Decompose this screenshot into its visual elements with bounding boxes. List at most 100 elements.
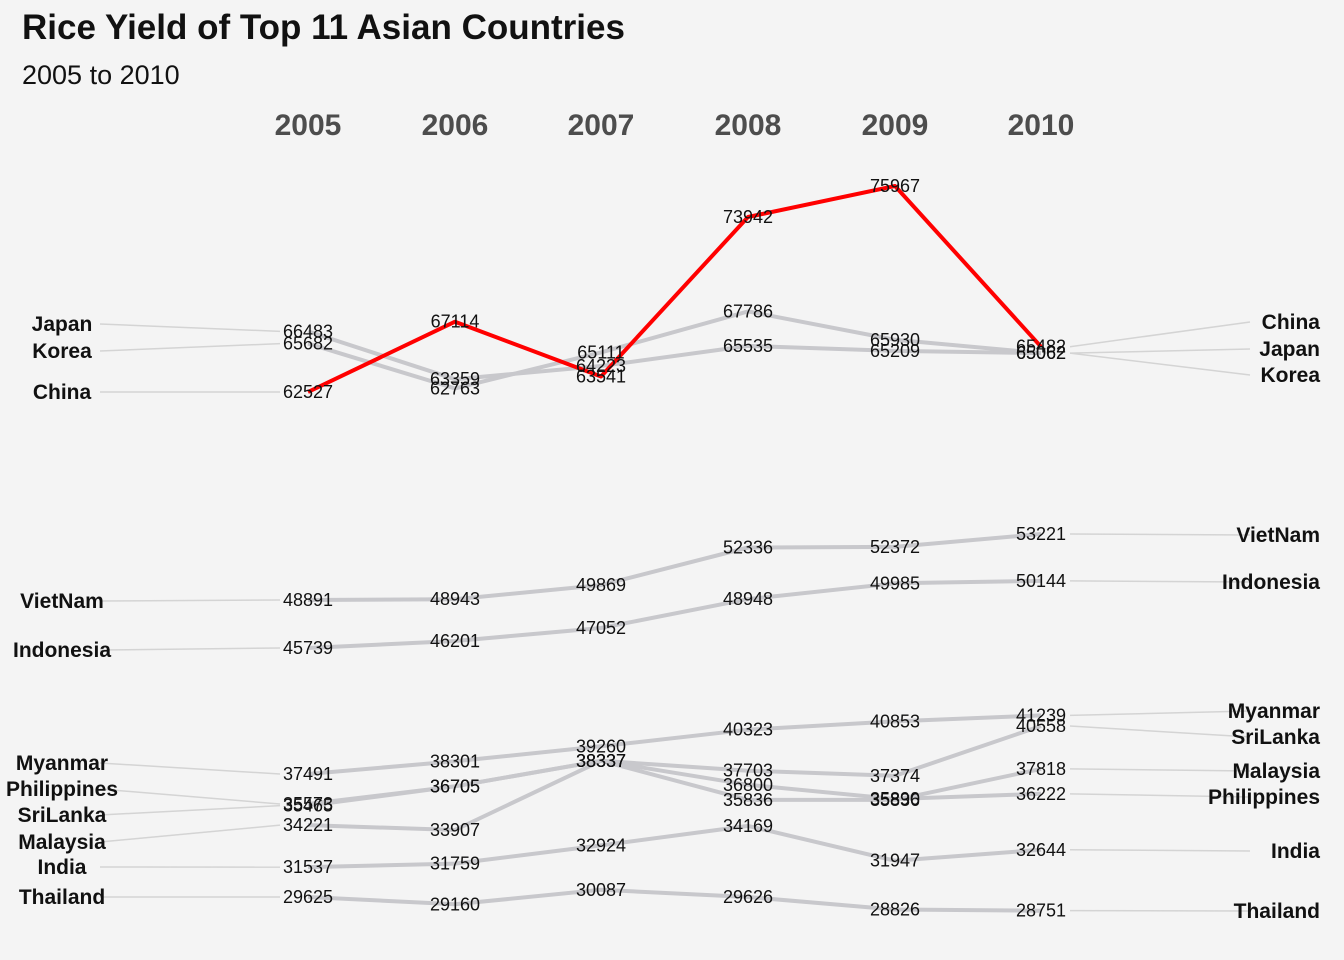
value-label-thailand-2008: 29626 xyxy=(723,887,773,907)
value-label-philippines-2006: 36705 xyxy=(430,776,480,796)
value-label-indonesia-2008: 48948 xyxy=(723,589,773,609)
right-connector-india xyxy=(1069,849,1251,852)
value-label-myanmar-2010: 41239 xyxy=(1016,705,1066,725)
year-header-2009: 2009 xyxy=(862,109,929,142)
left-label-indonesia: Indonesia xyxy=(13,639,111,662)
value-label-myanmar-2009: 40853 xyxy=(870,711,920,731)
value-label-vietnam-2007: 49869 xyxy=(576,575,626,595)
value-label-korea-2007: 65111 xyxy=(577,342,624,362)
left-label-philippines: Philippines xyxy=(6,778,118,801)
value-label-myanmar-2007: 39260 xyxy=(576,736,626,756)
highlight-series-line xyxy=(307,184,1043,394)
value-label-indonesia-2009: 49985 xyxy=(870,573,920,593)
left-connector-vietnam xyxy=(99,599,281,602)
right-connector-japan xyxy=(1069,348,1251,354)
value-label-india-2006: 31759 xyxy=(430,854,480,874)
value-label-india-2010: 32644 xyxy=(1016,840,1066,860)
value-label-korea-2009: 65930 xyxy=(870,330,920,350)
value-label-vietnam-2010: 53221 xyxy=(1016,524,1066,544)
value-label-thailand-2010: 28751 xyxy=(1016,901,1066,921)
left-label-myanmar: Myanmar xyxy=(16,752,108,775)
value-label-indonesia-2005: 45739 xyxy=(283,638,333,658)
left-label-korea: Korea xyxy=(32,340,92,363)
left-connector-philippines xyxy=(99,788,281,805)
value-label-india-2005: 31537 xyxy=(283,857,333,877)
value-label-philippines-2008: 36800 xyxy=(723,775,773,795)
value-label-japan-2009: 65209 xyxy=(870,341,920,361)
right-label-thailand: Thailand xyxy=(1234,900,1320,923)
value-label-srilanka-2005: 35465 xyxy=(283,796,333,816)
year-header-2008: 2008 xyxy=(715,109,782,142)
left-connector-srilanka xyxy=(99,804,281,816)
series-line-malaysia xyxy=(307,758,1042,832)
value-label-china-2009: 75967 xyxy=(870,176,920,196)
left-label-thailand: Thailand xyxy=(19,886,105,909)
value-label-japan-2010: 65062 xyxy=(1016,343,1066,363)
right-connector-korea xyxy=(1069,352,1251,376)
series-line-indonesia xyxy=(307,578,1042,650)
right-label-india: India xyxy=(1271,840,1320,863)
right-label-srilanka: SriLanka xyxy=(1231,726,1320,749)
value-label-japan-2008: 65535 xyxy=(723,336,773,356)
value-label-vietnam-2005: 48891 xyxy=(283,590,333,610)
value-label-korea-2008: 67786 xyxy=(723,301,773,321)
value-label-india-2007: 32924 xyxy=(576,835,626,855)
right-label-malaysia: Malaysia xyxy=(1232,760,1320,783)
year-header-2005: 2005 xyxy=(275,109,342,142)
right-connector-philippines xyxy=(1069,793,1251,798)
value-label-vietnam-2006: 48943 xyxy=(430,589,480,609)
value-label-thailand-2009: 28826 xyxy=(870,900,920,920)
value-label-japan-2007: 64223 xyxy=(576,356,626,376)
value-label-indonesia-2006: 46201 xyxy=(430,631,480,651)
value-label-malaysia-2005: 34221 xyxy=(283,815,333,835)
chart-subtitle: 2005 to 2010 xyxy=(22,60,180,90)
value-label-myanmar-2006: 38301 xyxy=(430,751,480,771)
series-lines xyxy=(307,309,1042,913)
value-label-malaysia-2006: 33907 xyxy=(430,820,480,840)
value-label-thailand-2005: 29625 xyxy=(283,887,333,907)
value-label-indonesia-2007: 47052 xyxy=(576,618,626,638)
value-label-philippines-2005: 35573 xyxy=(283,794,333,814)
value-label-myanmar-2008: 40323 xyxy=(723,720,773,740)
left-connector-korea xyxy=(99,342,281,352)
value-label-thailand-2007: 30087 xyxy=(576,880,626,900)
value-label-vietnam-2008: 52336 xyxy=(723,538,773,558)
right-connector-indonesia xyxy=(1069,580,1251,583)
left-label-japan: Japan xyxy=(32,313,93,336)
value-label-malaysia-2010: 37818 xyxy=(1016,759,1066,779)
right-label-vietnam: VietNam xyxy=(1236,524,1320,547)
value-label-india-2008: 34169 xyxy=(723,816,773,836)
right-connector-srilanka xyxy=(1069,725,1251,738)
series-line-india xyxy=(307,823,1042,870)
value-label-srilanka-2006: 36705 xyxy=(430,776,480,796)
left-connector-myanmar xyxy=(99,762,281,775)
value-label-thailand-2006: 29160 xyxy=(430,894,480,914)
value-label-vietnam-2009: 52372 xyxy=(870,537,920,557)
series-line-srilanka xyxy=(307,724,1042,808)
value-label-korea-2010: 65062 xyxy=(1016,343,1066,363)
value-label-korea-2005: 65682 xyxy=(283,334,333,354)
right-connector-malaysia xyxy=(1069,768,1251,772)
year-headers: 2005 2006 2007 2008 2009 2010 xyxy=(275,109,1075,142)
left-label-india: India xyxy=(37,856,86,879)
value-label-china-2005: 62527 xyxy=(283,382,333,402)
right-label-myanmar: Myanmar xyxy=(1228,700,1320,723)
series-line-japan xyxy=(307,329,1042,382)
value-label-china-2007: 63541 xyxy=(576,367,626,387)
value-label-china-2010: 65482 xyxy=(1016,337,1066,357)
year-header-2006: 2006 xyxy=(422,109,489,142)
left-connector-japan xyxy=(99,323,281,333)
left-label-china: China xyxy=(33,381,92,404)
value-label-malaysia-2007: 38337 xyxy=(576,751,626,771)
value-label-philippines-2010: 36222 xyxy=(1016,784,1066,804)
value-label-japan-2005: 66483 xyxy=(283,321,333,341)
left-label-srilanka: SriLanka xyxy=(18,804,107,827)
left-connector-malaysia xyxy=(99,824,281,843)
value-label-srilanka-2007: 38337 xyxy=(576,751,626,771)
series-line-myanmar xyxy=(307,713,1042,776)
value-labels: 66483 63359 64223 65535 65209 65062 65682 62763… xyxy=(283,176,1066,921)
series-line-china xyxy=(307,184,1043,394)
value-label-malaysia-2008: 35836 xyxy=(723,790,773,810)
value-label-japan-2006: 63359 xyxy=(430,369,480,389)
year-header-2007: 2007 xyxy=(568,109,635,142)
